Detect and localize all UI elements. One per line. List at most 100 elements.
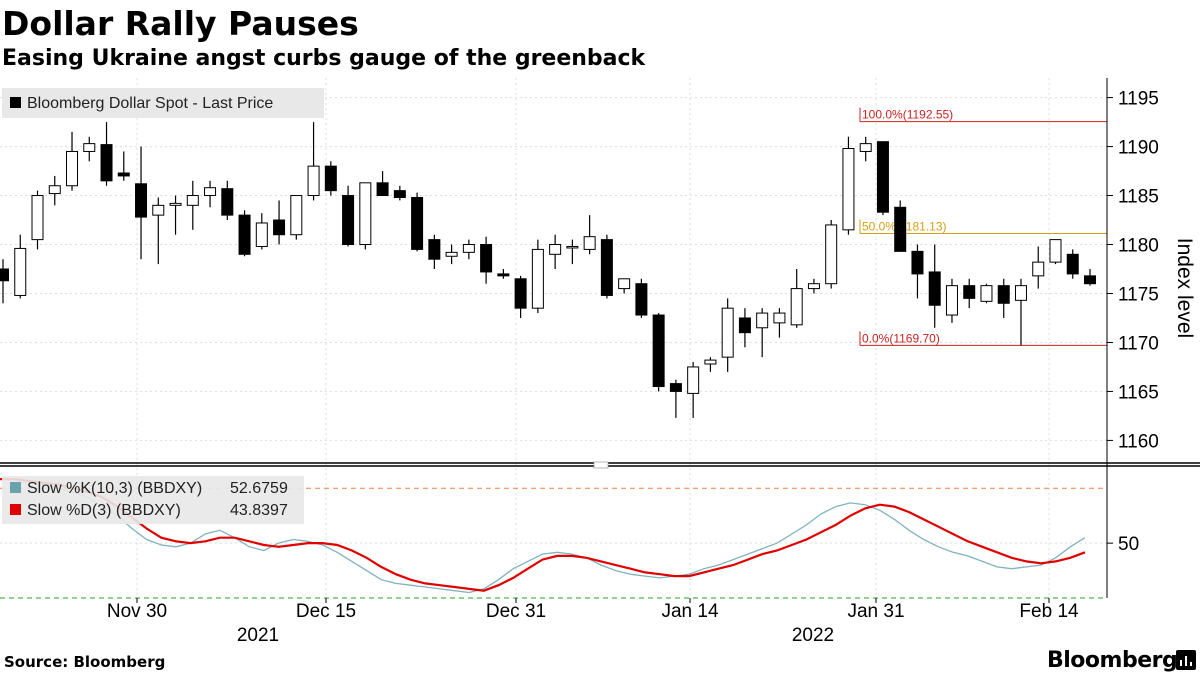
candle-up xyxy=(756,312,769,329)
candle-down xyxy=(273,219,286,236)
candle-down xyxy=(411,196,424,250)
y-tick-label: 1195 xyxy=(1118,89,1159,110)
x-tick-label: Feb 14 xyxy=(1019,601,1079,622)
osc-legend-label-0: Slow %K(10,3) (BBDXY) xyxy=(27,480,202,497)
axes: 1195 1190 1185 1180 1175 1170 1165 1160 Index le… xyxy=(0,78,1200,646)
candle-up xyxy=(531,248,544,309)
candle-down xyxy=(652,314,665,388)
candle-up xyxy=(462,244,475,253)
candle-down xyxy=(1066,253,1079,275)
candle-up xyxy=(204,187,217,197)
x-tick-label: Dec 15 xyxy=(296,601,356,622)
candle-down xyxy=(963,285,976,299)
candle-up xyxy=(307,165,320,197)
candle-down xyxy=(0,268,9,282)
candle-down xyxy=(911,250,924,275)
osc-y-tick-label: 50 xyxy=(1118,534,1139,555)
osc-legend-value-1: 43.8397 xyxy=(230,502,288,519)
source-note: Source: Bloomberg xyxy=(4,653,166,671)
candle-down xyxy=(928,271,941,306)
fib-label-0: 100.0%(1192.55) xyxy=(862,108,953,122)
grid-lines xyxy=(0,78,1107,598)
x-tick-label: Dec 31 xyxy=(486,601,546,622)
candle-up xyxy=(807,283,820,290)
candle-up xyxy=(14,247,27,296)
y-tick-label: 1185 xyxy=(1118,187,1159,208)
oscillator-panel xyxy=(0,478,1107,599)
candle-up xyxy=(255,222,268,247)
candle-up xyxy=(721,307,734,358)
candle-up xyxy=(1014,285,1027,301)
candle-up xyxy=(842,148,855,231)
candle-down xyxy=(1084,275,1096,285)
candle-up xyxy=(66,150,79,187)
candle-down xyxy=(376,182,389,197)
candle-down xyxy=(497,273,510,277)
candle-up xyxy=(790,288,803,326)
bloomberg-chart-icon xyxy=(1176,650,1196,670)
candle-down xyxy=(324,165,337,192)
candle-up xyxy=(359,182,372,246)
osc-legend-value-0: 52.6759 xyxy=(230,480,288,497)
candle-down xyxy=(342,195,355,246)
y-tick-label: 1190 xyxy=(1118,138,1159,159)
osc-legend-label-1: Slow %D(3) (BBDXY) xyxy=(27,502,181,519)
candle-down xyxy=(894,206,907,252)
candle-down xyxy=(393,190,406,198)
candle-up xyxy=(704,359,717,365)
candle-up xyxy=(583,236,596,250)
candle-up xyxy=(1049,239,1062,263)
candle-down xyxy=(135,183,148,218)
candle-up xyxy=(290,195,303,236)
candle-down xyxy=(635,283,648,316)
candle-up xyxy=(445,251,458,257)
year-label-2021: 2021 xyxy=(237,625,279,646)
candle-down xyxy=(117,172,130,177)
y-tick-label: 1160 xyxy=(1118,431,1159,452)
candle-down xyxy=(428,239,441,260)
osc-legend-box xyxy=(2,476,304,524)
x-tick-label: Jan 31 xyxy=(847,601,904,622)
panel-resize-handle xyxy=(593,461,609,469)
candle-up xyxy=(83,143,96,152)
y-tick-label: 1170 xyxy=(1118,333,1159,354)
candle-up xyxy=(773,312,786,324)
x-tick-label: Nov 30 xyxy=(107,601,167,622)
legends: Bloomberg Dollar Spot - Last Price Slow %… xyxy=(2,88,324,524)
y-axis-title: Index level xyxy=(1173,238,1196,338)
candle-down xyxy=(600,239,613,296)
candlestick-series xyxy=(0,122,1096,418)
candle-up xyxy=(945,285,958,316)
y-tick-label: 1175 xyxy=(1118,284,1159,305)
candle-up xyxy=(566,245,579,249)
candle-down xyxy=(997,285,1010,304)
main-legend-label: Bloomberg Dollar Spot - Last Price xyxy=(27,95,273,112)
candle-up xyxy=(549,244,562,255)
candle-up xyxy=(186,195,199,206)
candle-up xyxy=(31,195,44,241)
candle-up xyxy=(169,202,182,206)
main-legend-swatch xyxy=(10,97,21,108)
candle-down xyxy=(669,383,682,392)
candle-down xyxy=(876,141,889,213)
candle-down xyxy=(480,244,493,273)
x-tick-label: Jan 14 xyxy=(661,601,718,622)
brand-logo: Bloomberg xyxy=(1047,648,1178,673)
candle-down xyxy=(738,317,751,334)
y-tick-label: 1180 xyxy=(1118,236,1159,257)
osc-legend-swatch-0 xyxy=(10,482,21,493)
candle-up xyxy=(687,366,700,394)
candle-up xyxy=(1032,261,1045,277)
candle-down xyxy=(221,188,234,216)
candle-up xyxy=(152,204,165,216)
slow-d-line xyxy=(0,478,1086,592)
candle-down xyxy=(514,278,527,309)
candle-up xyxy=(980,285,993,302)
candle-up xyxy=(618,278,631,290)
candle-up xyxy=(48,185,61,195)
main-legend-box xyxy=(2,88,324,118)
candle-down xyxy=(238,214,251,255)
osc-legend-swatch-1 xyxy=(10,504,21,515)
candle-up xyxy=(859,143,872,152)
